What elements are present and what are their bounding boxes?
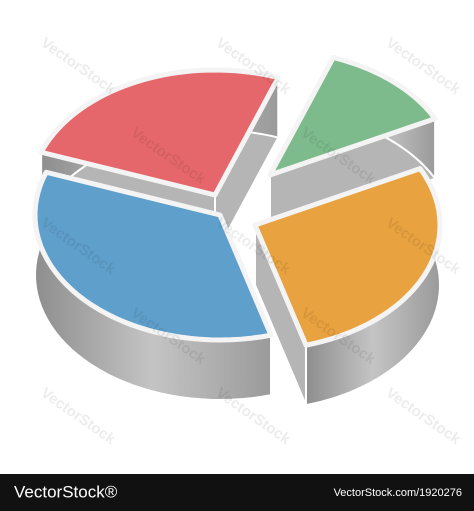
slice	[267, 55, 438, 178]
slice	[38, 67, 281, 198]
slice	[32, 169, 274, 343]
footer-bar	[0, 474, 474, 511]
slice	[252, 166, 443, 348]
footer-id: VectorStock.com/1920276	[334, 487, 462, 499]
pie	[32, 55, 443, 407]
footer-logo: VectorStock®	[14, 482, 118, 501]
